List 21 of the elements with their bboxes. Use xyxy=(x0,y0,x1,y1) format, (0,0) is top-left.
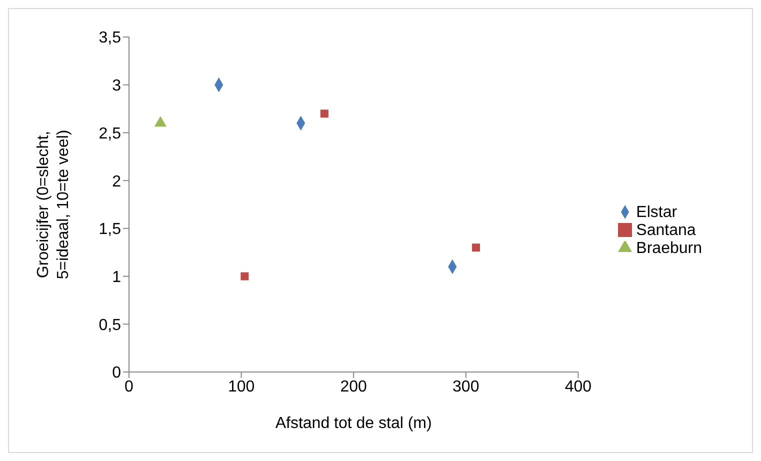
x-tick-label: 400 xyxy=(564,378,592,396)
y-tick-label: 1 xyxy=(112,268,122,286)
y-tick-label: 0 xyxy=(112,364,122,382)
x-tick-label: 100 xyxy=(228,378,255,396)
y-tick-label: 1,5 xyxy=(98,221,122,238)
y-tick-label: 2 xyxy=(112,173,122,190)
x-tick-label: 0 xyxy=(124,378,134,396)
point xyxy=(472,244,480,252)
x-tick-label: 300 xyxy=(452,378,480,396)
y-tick-label: 0,5 xyxy=(98,316,122,334)
y-tick-label: 2,5 xyxy=(98,125,122,142)
legend-label: Santana xyxy=(636,222,696,238)
x-axis-title: Afstand tot de stal (m) xyxy=(275,415,432,432)
point xyxy=(240,272,249,280)
legend-label: Braeburn xyxy=(636,240,702,256)
legend-label: Elstar xyxy=(636,204,678,220)
y-tick-label: 3,5 xyxy=(98,30,122,47)
point xyxy=(320,110,328,118)
x-tick-label: 200 xyxy=(340,378,368,396)
y-axis-title: Groeicijfer (0=slecht, 5=ideaal, 10=te veel) xyxy=(35,130,72,280)
y-tick-label: 3 xyxy=(112,78,122,95)
